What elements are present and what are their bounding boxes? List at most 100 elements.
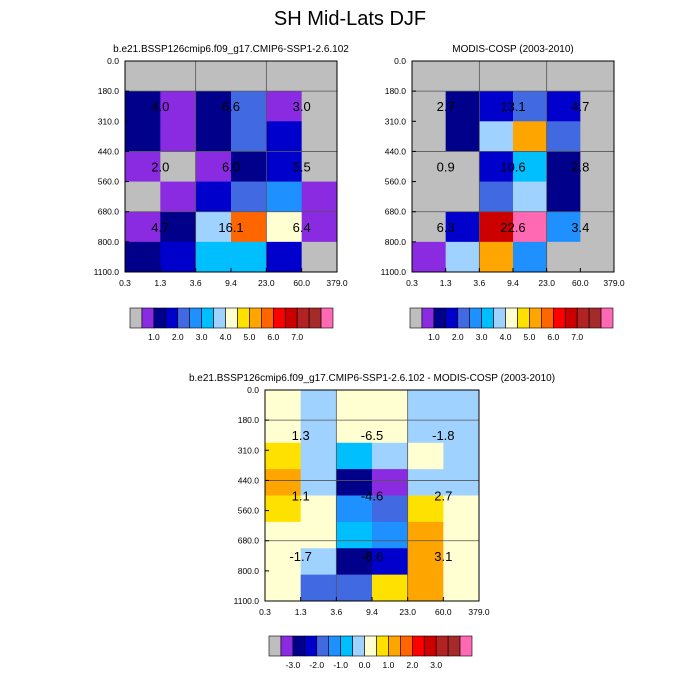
y-tick-label: 310.0	[98, 116, 120, 126]
colorbar-observation: 1.0 2.0 3.0 4.0 5.0 6.0 7.0	[409, 307, 614, 342]
heatmap-cell	[231, 151, 267, 182]
x-tick-label: 60.0	[572, 278, 589, 288]
heatmap-cell	[372, 442, 409, 470]
colorbar-swatch	[564, 307, 578, 329]
heatmap-cell	[445, 181, 480, 213]
heatmap-cell	[231, 181, 267, 213]
heatmap-cell	[300, 469, 337, 496]
y-tick-label: 440.0	[238, 475, 260, 485]
heatmap-cell	[125, 241, 161, 273]
x-tick-label: 23.0	[258, 278, 275, 288]
heatmap-cell	[301, 91, 338, 122]
colorbar-swatch	[447, 635, 461, 657]
heatmap-cell	[266, 61, 303, 92]
colorbar-swatch	[304, 635, 318, 657]
heatmap-cell	[580, 181, 615, 213]
value-label: 13.1	[500, 99, 525, 114]
x-tick-label: 9.4	[507, 278, 519, 288]
colorbar-swatch	[189, 307, 202, 329]
colorbar-swatch	[308, 307, 322, 329]
heatmap-cell	[513, 61, 548, 92]
panel-model: b.e21.BSSP126cmip6.f09_g17.CMIP6-SSP1-2.…	[94, 44, 350, 288]
heatmap-cell	[231, 211, 267, 243]
y-tick-label: 180.0	[98, 86, 120, 96]
heatmap-cell	[372, 495, 409, 523]
value-label: 10.6	[500, 160, 525, 175]
colorbar-swatch	[576, 307, 590, 329]
heatmap-cell	[160, 91, 197, 122]
heatmap-cell	[443, 390, 480, 417]
x-tick-label: 9.4	[366, 607, 378, 617]
heatmap-cell	[407, 390, 444, 417]
heatmap-cell	[265, 521, 302, 549]
value-label: -1.8	[432, 428, 454, 443]
colorbar-swatch	[296, 307, 310, 329]
heatmap-cell	[300, 574, 337, 602]
heatmap-cell	[336, 390, 373, 417]
value-label: 3.0	[293, 99, 311, 114]
colorbar-swatch	[376, 635, 389, 657]
heatmap-cell	[125, 61, 161, 92]
colorbar-tick-label: 1.0	[148, 332, 160, 342]
x-tick-label: 60.0	[435, 607, 452, 617]
heatmap-cell	[412, 211, 447, 243]
heatmap-cell	[301, 241, 338, 273]
colorbar-swatch	[423, 635, 437, 657]
colorbar-swatch	[529, 307, 542, 329]
heatmap-cell	[265, 416, 302, 444]
heatmap-cell	[479, 241, 514, 273]
heatmap-cell	[160, 211, 197, 243]
heatmap-cell	[412, 151, 447, 182]
heatmap-cell	[336, 416, 373, 444]
heatmap-cell	[336, 521, 373, 549]
heatmap-cell	[160, 151, 197, 182]
heatmap-cell	[160, 121, 197, 152]
y-tick-label: 680.0	[385, 207, 407, 217]
colorbar-swatch	[588, 307, 602, 329]
heatmap-cell	[412, 121, 447, 152]
heatmap-cell	[336, 548, 373, 576]
heatmap-cell	[265, 469, 302, 496]
y-tick-label: 310.0	[385, 116, 407, 126]
y-tick-label: 1100.0	[94, 267, 120, 277]
heatmap-cell	[265, 495, 302, 523]
y-tick-label: 440.0	[385, 146, 407, 156]
heatmap-cell	[195, 241, 232, 273]
y-tick-label: 800.0	[238, 566, 260, 576]
heatmap-cell	[580, 211, 615, 243]
x-tick-label: 0.3	[259, 607, 271, 617]
heatmap-cell	[407, 442, 444, 470]
colorbar-swatch	[320, 307, 334, 329]
panel-observation: MODIS-COSP (2003-2010) 0.3 1.3 3.6 9.4 23.0 6…	[381, 44, 625, 288]
colorbar-swatch	[272, 307, 286, 329]
y-tick-label: 180.0	[385, 86, 407, 96]
heatmap-cell	[513, 241, 548, 273]
heatmap-cell	[372, 416, 409, 444]
colorbar-swatch	[445, 307, 459, 329]
colorbar-swatch	[177, 307, 191, 329]
colorbar-swatch	[141, 307, 155, 329]
heatmap-cell	[300, 548, 337, 576]
y-tick-label: 180.0	[238, 415, 260, 425]
heatmap-cell	[301, 211, 338, 243]
heatmap-cell	[407, 469, 444, 496]
main-title: SH Mid-Lats DJF	[273, 8, 427, 30]
colorbar-swatch	[153, 307, 167, 329]
heatmap-cell	[231, 61, 267, 92]
heatmap-cell	[265, 390, 302, 417]
heatmap-cell	[445, 211, 480, 243]
x-tick-label: 23.0	[399, 607, 416, 617]
y-tick-label: 560.0	[385, 177, 407, 187]
heatmap-cell	[445, 91, 480, 122]
colorbar-tick-label: 7.0	[291, 332, 303, 342]
colorbar-tick-label: 4.0	[220, 332, 232, 342]
heatmap-cell	[300, 416, 337, 444]
panel-title: b.e21.BSSP126cmip6.f09_g17.CMIP6-SSP1-2.…	[189, 373, 555, 384]
colorbar-tick-label: -3.0	[286, 660, 301, 670]
panel-difference: b.e21.BSSP126cmip6.f09_g17.CMIP6-SSP1-2.…	[189, 373, 555, 617]
heatmap-cell	[301, 181, 338, 213]
heatmap-cell	[412, 181, 447, 213]
heatmap-cell	[125, 121, 161, 152]
x-tick-label: 23.0	[538, 278, 555, 288]
heatmap-cell	[160, 181, 197, 213]
